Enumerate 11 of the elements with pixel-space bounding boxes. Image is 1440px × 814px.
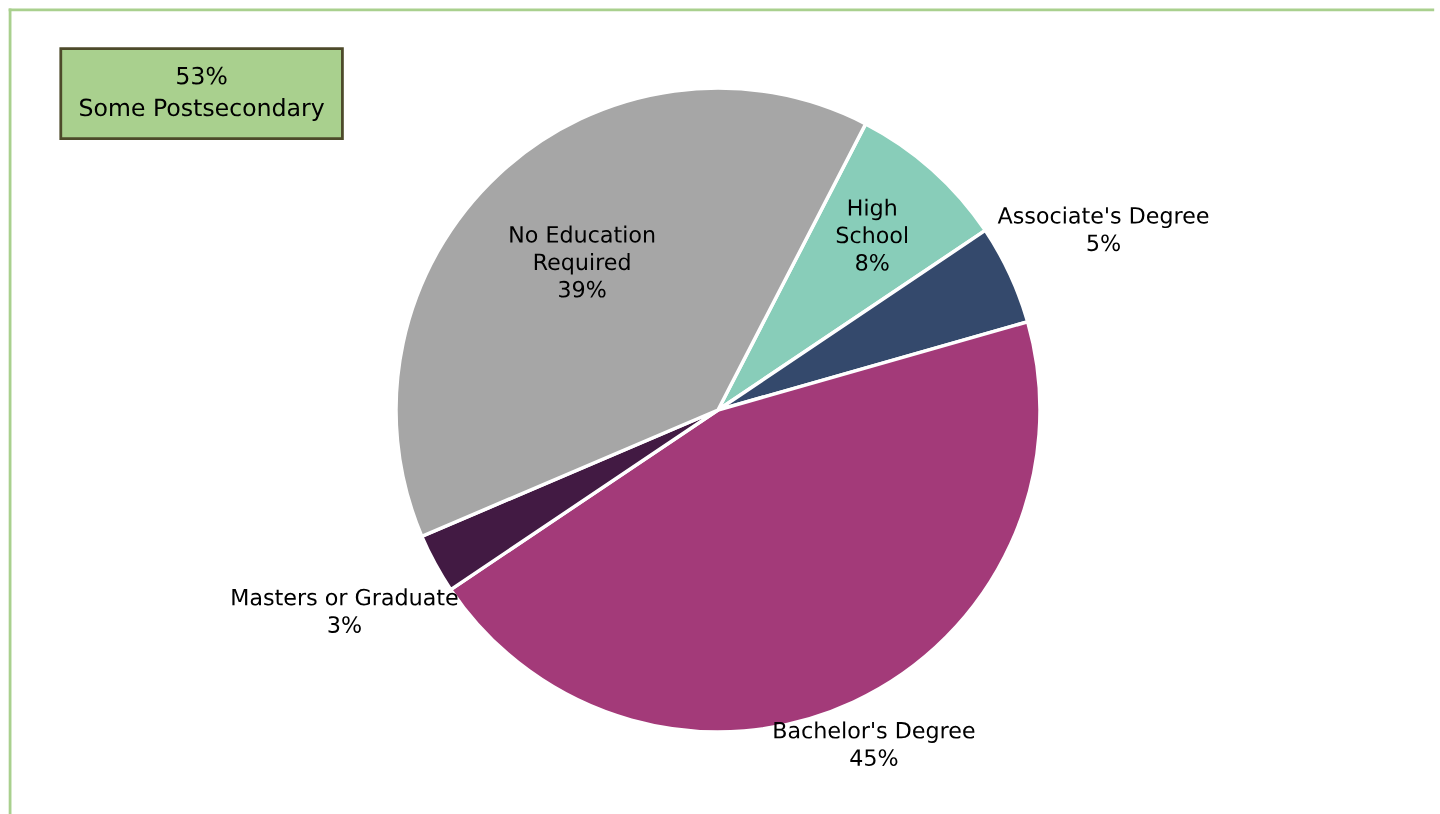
data-label: 5% [1087,234,1120,252]
slice-label: Bachelor's Degree [774,721,975,743]
slice-label: High School [836,198,908,244]
data-label: 8% [856,253,889,271]
slice-label: Associate's Degree [997,206,1209,229]
text: 53% Some Postsecondary [80,66,324,121]
data-label: 3% [328,616,361,633]
data-label: 39% [559,280,606,298]
slice-label: No Education Required [510,225,655,275]
data-label: 45% [850,749,898,767]
slice-label: Masters or Graduate [232,588,458,606]
